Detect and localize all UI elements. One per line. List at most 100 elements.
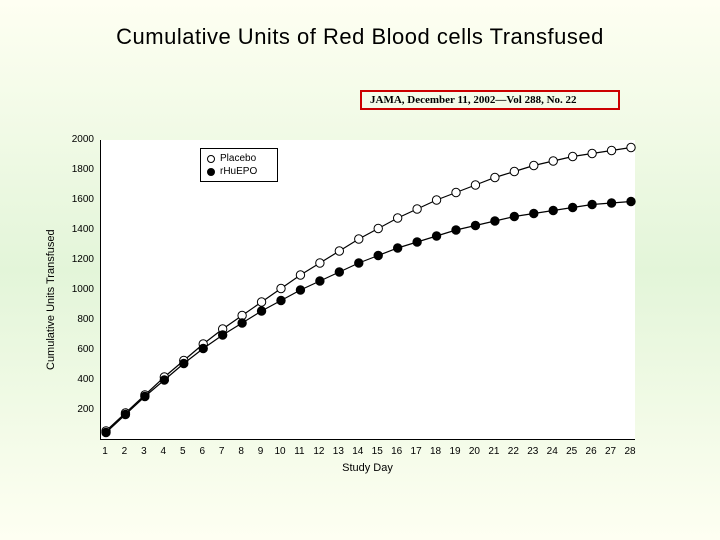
data-point bbox=[471, 181, 479, 189]
y-tick-label: 1200 bbox=[60, 254, 94, 265]
legend-marker-icon bbox=[207, 168, 215, 176]
data-point bbox=[452, 226, 460, 234]
data-point bbox=[180, 359, 188, 367]
y-tick-label: 600 bbox=[60, 344, 94, 355]
x-tick-label: 26 bbox=[582, 446, 600, 457]
data-point bbox=[160, 376, 168, 384]
y-axis-label: Cumulative Units Transfused bbox=[45, 229, 57, 370]
series-line bbox=[106, 202, 631, 433]
data-point bbox=[471, 221, 479, 229]
legend-marker-icon bbox=[207, 155, 215, 163]
plot-area bbox=[100, 140, 635, 440]
x-tick-label: 24 bbox=[543, 446, 561, 457]
data-point bbox=[277, 284, 285, 292]
data-point bbox=[627, 143, 635, 151]
data-point bbox=[549, 206, 557, 214]
x-tick-label: 4 bbox=[154, 446, 172, 457]
data-point bbox=[491, 217, 499, 225]
legend: Placebo rHuEPO bbox=[200, 148, 278, 182]
plot-svg bbox=[101, 140, 636, 440]
x-tick-label: 11 bbox=[290, 446, 308, 457]
data-point bbox=[530, 161, 538, 169]
legend-item: Placebo bbox=[207, 152, 271, 165]
data-point bbox=[432, 196, 440, 204]
data-point bbox=[374, 224, 382, 232]
x-tick-label: 27 bbox=[602, 446, 620, 457]
data-point bbox=[335, 268, 343, 276]
x-tick-label: 25 bbox=[563, 446, 581, 457]
data-point bbox=[238, 319, 246, 327]
legend-label: rHuEPO bbox=[220, 166, 257, 177]
x-tick-label: 22 bbox=[504, 446, 522, 457]
x-tick-label: 10 bbox=[271, 446, 289, 457]
x-tick-label: 14 bbox=[349, 446, 367, 457]
data-point bbox=[316, 277, 324, 285]
data-point bbox=[568, 152, 576, 160]
x-tick-label: 16 bbox=[388, 446, 406, 457]
data-point bbox=[316, 259, 324, 267]
data-point bbox=[627, 197, 635, 205]
y-tick-label: 400 bbox=[60, 374, 94, 385]
y-tick-label: 1600 bbox=[60, 194, 94, 205]
x-tick-label: 5 bbox=[174, 446, 192, 457]
data-point bbox=[257, 298, 265, 306]
data-point bbox=[413, 205, 421, 213]
data-point bbox=[218, 331, 226, 339]
data-point bbox=[607, 199, 615, 207]
legend-label: Placebo bbox=[220, 153, 256, 164]
data-point bbox=[393, 244, 401, 252]
data-point bbox=[432, 232, 440, 240]
data-point bbox=[102, 428, 110, 436]
y-tick-label: 200 bbox=[60, 404, 94, 415]
x-tick-label: 17 bbox=[407, 446, 425, 457]
x-tick-label: 7 bbox=[213, 446, 231, 457]
x-tick-label: 15 bbox=[368, 446, 386, 457]
data-point bbox=[199, 344, 207, 352]
data-point bbox=[607, 146, 615, 154]
data-point bbox=[413, 238, 421, 246]
x-tick-label: 1 bbox=[96, 446, 114, 457]
data-point bbox=[374, 251, 382, 259]
x-tick-label: 13 bbox=[329, 446, 347, 457]
data-point bbox=[141, 392, 149, 400]
legend-item: rHuEPO bbox=[207, 165, 271, 178]
data-point bbox=[355, 259, 363, 267]
data-point bbox=[257, 307, 265, 315]
data-point bbox=[296, 271, 304, 279]
series-line bbox=[106, 148, 631, 432]
data-point bbox=[549, 157, 557, 165]
data-point bbox=[510, 167, 518, 175]
data-point bbox=[452, 188, 460, 196]
data-point bbox=[277, 296, 285, 304]
data-point bbox=[568, 203, 576, 211]
data-point bbox=[335, 247, 343, 255]
x-tick-label: 3 bbox=[135, 446, 153, 457]
x-tick-label: 28 bbox=[621, 446, 639, 457]
x-tick-label: 23 bbox=[524, 446, 542, 457]
data-point bbox=[510, 212, 518, 220]
x-axis-label: Study Day bbox=[100, 462, 635, 474]
y-tick-label: 2000 bbox=[60, 134, 94, 145]
x-tick-label: 21 bbox=[485, 446, 503, 457]
x-tick-label: 20 bbox=[465, 446, 483, 457]
data-point bbox=[355, 235, 363, 243]
y-tick-label: 1800 bbox=[60, 164, 94, 175]
x-tick-label: 12 bbox=[310, 446, 328, 457]
data-point bbox=[296, 286, 304, 294]
chart: Placebo rHuEPO Cumulative Units Transfuse… bbox=[0, 0, 720, 540]
y-tick-label: 800 bbox=[60, 314, 94, 325]
x-tick-label: 6 bbox=[193, 446, 211, 457]
x-tick-label: 8 bbox=[232, 446, 250, 457]
slide-container: Cumulative Units of Red Blood cells Tran… bbox=[0, 0, 720, 540]
data-point bbox=[393, 214, 401, 222]
y-tick-label: 1400 bbox=[60, 224, 94, 235]
data-point bbox=[588, 200, 596, 208]
data-point bbox=[121, 410, 129, 418]
y-tick-label: 1000 bbox=[60, 284, 94, 295]
data-point bbox=[491, 173, 499, 181]
x-tick-label: 2 bbox=[115, 446, 133, 457]
data-point bbox=[530, 209, 538, 217]
data-point bbox=[588, 149, 596, 157]
x-tick-label: 19 bbox=[446, 446, 464, 457]
x-tick-label: 18 bbox=[427, 446, 445, 457]
